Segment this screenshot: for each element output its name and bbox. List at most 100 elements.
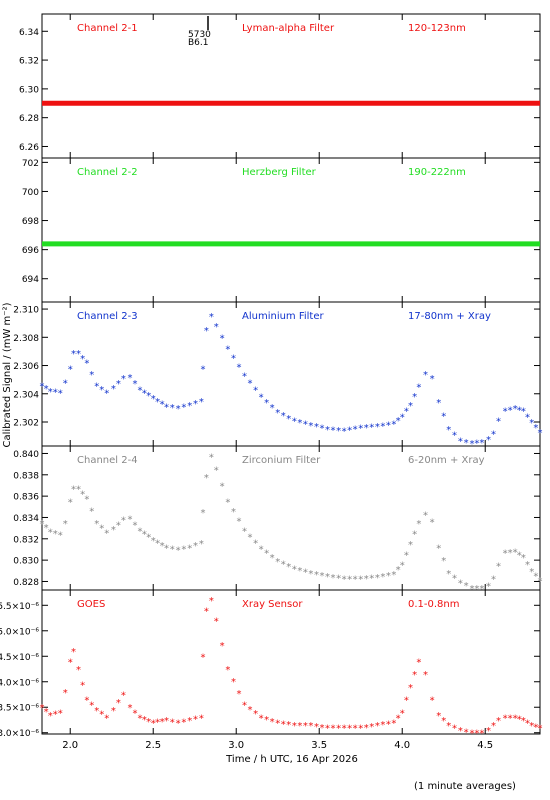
- data-point: *: [76, 485, 81, 496]
- data-point: *: [308, 721, 313, 732]
- y-tick-label: 2.304: [13, 390, 39, 400]
- data-point: *: [331, 426, 336, 437]
- data-point: *: [347, 574, 352, 585]
- data-point: *: [40, 519, 45, 530]
- data-point: *: [292, 565, 297, 576]
- data-point: *: [146, 391, 151, 402]
- data-point: *: [199, 397, 204, 408]
- x-tick-label: 4.5: [477, 740, 493, 751]
- data-point: *: [458, 726, 463, 737]
- data-point: *: [270, 403, 275, 414]
- data-point: *: [63, 378, 68, 389]
- data-point: *: [146, 717, 151, 728]
- data-point: *: [275, 719, 280, 730]
- y-tick-label: 0.838: [13, 471, 39, 481]
- band-label: 6-20nm + Xray: [408, 455, 485, 466]
- data-point: *: [68, 657, 73, 668]
- data-point: *: [48, 711, 53, 722]
- data-point: *: [116, 379, 121, 390]
- y-tick-label: 0.840: [13, 450, 39, 460]
- data-point: *: [412, 529, 417, 540]
- y-tick-label: 5.0×10⁻⁶: [0, 627, 39, 637]
- data-point: *: [342, 426, 347, 437]
- data-point: *: [253, 538, 258, 549]
- data-point: *: [412, 670, 417, 681]
- data-point: *: [121, 374, 126, 385]
- data-point: *: [538, 724, 543, 735]
- data-point: *: [486, 726, 491, 737]
- data-point: *: [225, 497, 230, 508]
- band-label: 0.1-0.8nm: [408, 599, 460, 610]
- y-tick-label: 0.832: [13, 535, 39, 545]
- data-point: *: [286, 720, 291, 731]
- y-tick-label: 2.302: [13, 419, 39, 429]
- data-point: *: [204, 606, 209, 617]
- filter-label: Aluminium Filter: [242, 311, 325, 322]
- data-point: *: [187, 401, 192, 412]
- x-tick-label: 4.0: [394, 740, 410, 751]
- data-point: *: [68, 364, 73, 375]
- y-tick-label: 4.5×10⁻⁶: [0, 653, 39, 663]
- data-point: *: [430, 374, 435, 385]
- y-tick-label: 702: [22, 159, 39, 169]
- data-point: *: [270, 553, 275, 564]
- data-point: *: [458, 579, 463, 590]
- data-point: *: [441, 716, 446, 727]
- data-point: *: [412, 392, 417, 403]
- data-point: *: [353, 724, 358, 735]
- data-point: *: [331, 724, 336, 735]
- data-point: *: [404, 550, 409, 561]
- y-axis-label: Calibrated Signal / (mW m⁻²): [2, 302, 13, 447]
- data-point: *: [44, 707, 49, 718]
- data-point: *: [63, 519, 68, 530]
- data-point: *: [347, 426, 352, 437]
- data-point: *: [380, 421, 385, 432]
- data-point: *: [529, 567, 534, 578]
- data-point: *: [204, 326, 209, 337]
- data-point: *: [308, 421, 313, 432]
- data-point: *: [53, 388, 58, 399]
- x-tick-label: 3.5: [311, 740, 327, 751]
- data-point: *: [89, 507, 94, 518]
- data-point: *: [176, 545, 181, 556]
- data-point: *: [84, 359, 89, 370]
- data-point: *: [342, 724, 347, 735]
- data-point: *: [151, 719, 156, 730]
- y-tick-label: 6.34: [19, 28, 39, 38]
- annotation: 5730 B6.1: [188, 16, 211, 48]
- data-point: *: [436, 711, 441, 722]
- data-point: *: [259, 544, 264, 555]
- data-point: *: [408, 540, 413, 551]
- data-point: *: [111, 706, 116, 717]
- data-point: *: [155, 538, 160, 549]
- band-label: 190-222nm: [408, 167, 466, 178]
- y-tick-label: 6.30: [19, 85, 39, 95]
- y-tick-label: 0.836: [13, 493, 39, 503]
- x-axis-label: Time / h UTC, 16 Apr 2026: [225, 754, 358, 765]
- data-point: *: [375, 721, 380, 732]
- data-point: *: [44, 384, 49, 395]
- data-point: *: [264, 715, 269, 726]
- data-point: *: [170, 403, 175, 414]
- data-point: *: [446, 569, 451, 580]
- data-point: *: [40, 381, 45, 392]
- data-point: *: [286, 562, 291, 573]
- data-point: *: [452, 431, 457, 442]
- data-point: *: [199, 713, 204, 724]
- data-point: *: [116, 698, 121, 709]
- data-point: *: [181, 544, 186, 555]
- data-point: *: [225, 345, 230, 356]
- data-point: *: [160, 717, 165, 728]
- data-point: *: [469, 584, 474, 595]
- data-point: *: [187, 716, 192, 727]
- data-point: *: [400, 412, 405, 423]
- data-point: *: [486, 435, 491, 446]
- data-point: *: [513, 404, 518, 415]
- data-point: *: [416, 519, 421, 530]
- data-point: *: [391, 419, 396, 430]
- data-point: *: [71, 485, 76, 496]
- panel-frame: [41, 157, 541, 303]
- data-point: *: [416, 657, 421, 668]
- data-point: *: [220, 641, 225, 652]
